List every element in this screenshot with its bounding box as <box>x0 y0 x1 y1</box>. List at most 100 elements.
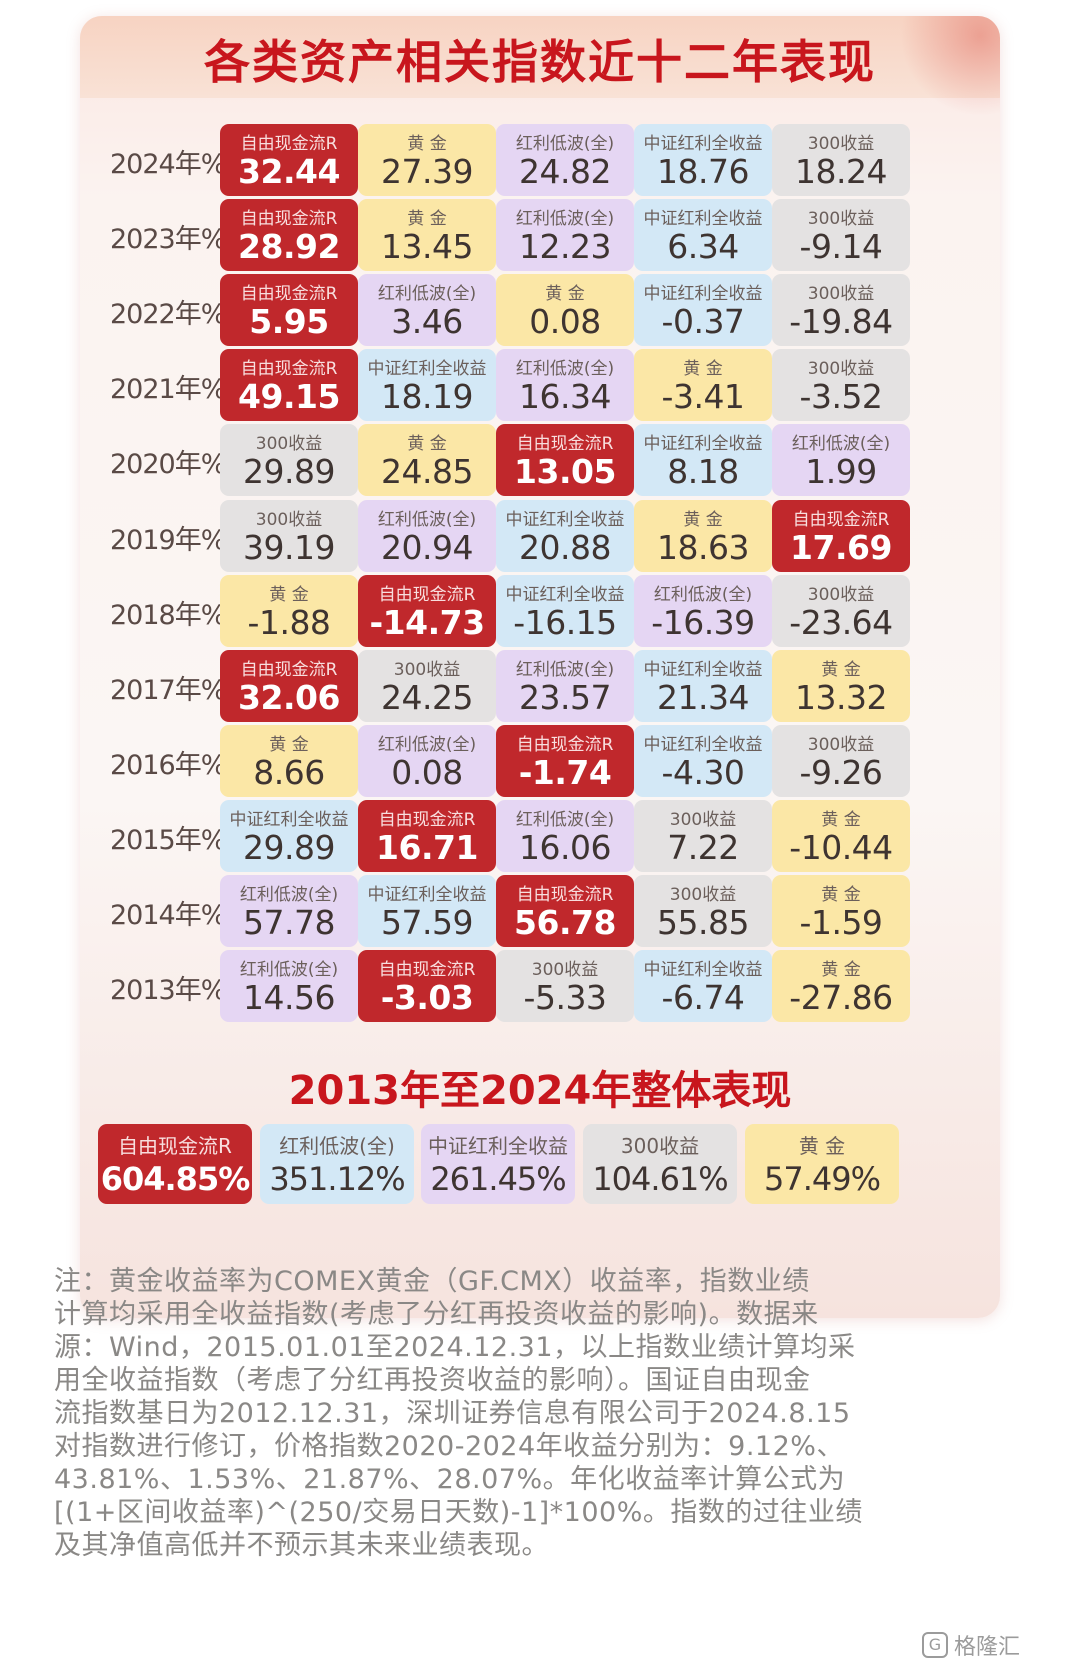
asset-cell: 300收益 -9.14 <box>772 199 910 272</box>
asset-return: 57.59 <box>381 903 473 942</box>
page-title: 各类资产相关指数近十二年表现 <box>204 35 876 89</box>
asset-cell: 300收益 -9.26 <box>772 724 910 797</box>
asset-cell: 黄 金 13.45 <box>358 199 496 272</box>
asset-name: 300收益 <box>807 359 875 380</box>
asset-name: 红利低波(全) <box>515 209 615 230</box>
watermark: G 格隆汇 <box>921 1629 1020 1661</box>
asset-name: 黄 金 <box>821 960 861 981</box>
asset-return: 28.92 <box>238 227 340 267</box>
year-label: 2024年% <box>110 149 226 180</box>
asset-name: 300收益 <box>669 885 737 905</box>
asset-cell: 中证红利全收益 57.59 <box>358 875 496 947</box>
asset-name: 红利低波(全) <box>377 284 477 305</box>
asset-return: -23.64 <box>789 602 893 642</box>
asset-cell: 自由现金流R 56.78 <box>496 875 634 947</box>
asset-return: -16.39 <box>651 602 755 642</box>
asset-return: 8.18 <box>667 452 739 492</box>
footnote-line: 计算均采用全收益指数(考虑了分红再投资收益的影响)。数据来 <box>54 1299 819 1330</box>
asset-cell: 红利低波(全) 57.78 <box>220 875 358 947</box>
year-label: 2015年% <box>110 824 226 856</box>
asset-cell: 中证红利全收益 -4.30 <box>634 724 772 797</box>
asset-return: 24.25 <box>381 677 473 717</box>
asset-return: 32.44 <box>238 152 340 191</box>
asset-cell: 中证红利全收益 18.19 <box>358 349 496 422</box>
asset-cell: 中证红利全收益 20.88 <box>496 499 634 572</box>
asset-name: 自由现金流R <box>516 734 614 755</box>
asset-return: 13.05 <box>514 452 616 492</box>
asset-name: 自由现金流R <box>240 659 338 680</box>
asset-return: -10.44 <box>789 827 893 867</box>
asset-return: 27.39 <box>381 152 473 191</box>
year-row: 2019年% 300收益 39.19 红利低波(全) 20.94 中证红利全收益 20.88… <box>80 499 1000 574</box>
year-label: 2020年% <box>110 449 226 481</box>
asset-cell: 300收益 -19.84 <box>772 274 910 347</box>
asset-cell: 红利低波(全) 1.99 <box>772 424 910 497</box>
asset-cell: 黄 金 27.39 <box>358 124 496 196</box>
footnote-line: 及其净值高低并不预示其未来业绩表现。 <box>54 1530 549 1561</box>
asset-name: 黄 金 <box>683 359 723 380</box>
asset-cell: 自由现金流R -3.03 <box>358 950 496 1023</box>
asset-name: 自由现金流R <box>240 134 338 154</box>
year-label: 2017年% <box>110 674 226 706</box>
asset-name: 自由现金流R <box>792 509 890 530</box>
asset-cell: 红利低波(全) -16.39 <box>634 574 772 647</box>
asset-return: 29.89 <box>243 827 335 867</box>
asset-name: 中证红利全收益 <box>643 734 763 755</box>
asset-name: 黄 金 <box>821 659 861 680</box>
asset-cell: 黄 金 8.66 <box>220 724 358 797</box>
year-label: 2019年% <box>110 524 226 556</box>
asset-cell: 300收益 -5.33 <box>496 950 634 1023</box>
asset-name: 红利低波(全) <box>791 434 891 455</box>
asset-name: 300收益 <box>807 584 875 605</box>
asset-cell: 自由现金流R 32.06 <box>220 649 358 722</box>
asset-name: 自由现金流R <box>516 885 614 905</box>
asset-name: 黄 金 <box>269 584 309 605</box>
footnote-line: 43.81%、1.53%、21.87%、28.07%。年化收益率计算公式为 <box>54 1464 846 1495</box>
asset-cell: 300收益 29.89 <box>220 424 358 497</box>
asset-return: 16.06 <box>519 827 611 867</box>
asset-return: 55.85 <box>657 903 749 942</box>
asset-return: 6.34 <box>667 227 739 267</box>
asset-cell: 中证红利全收益 29.89 <box>220 799 358 872</box>
year-label: 2013年% <box>110 975 226 1007</box>
asset-name: 黄 金 <box>545 284 585 305</box>
asset-return: 1.99 <box>805 452 877 492</box>
asset-cell: 300收益 -3.52 <box>772 349 910 422</box>
asset-cell: 300收益 -23.64 <box>772 574 910 647</box>
asset-cell: 自由现金流R 16.71 <box>358 799 496 872</box>
asset-cell: 红利低波(全) 20.94 <box>358 499 496 572</box>
asset-name: 中证红利全收益 <box>643 134 763 154</box>
overall-title: 2013年至2024年整体表现 <box>288 1068 792 1114</box>
year-row: 2014年% 红利低波(全) 57.78 中证红利全收益 57.59 自由现金流R 56.7… <box>80 875 1000 949</box>
year-row: 2015年% 中证红利全收益 29.89 自由现金流R 16.71 红利低波(全) 16.0… <box>80 799 1000 874</box>
asset-cell: 红利低波(全) 23.57 <box>496 649 634 722</box>
year-label: 2021年% <box>110 374 226 406</box>
asset-cell: 自由现金流R 49.15 <box>220 349 358 422</box>
asset-return: -6.74 <box>661 978 745 1018</box>
asset-cell: 中证红利全收益 18.76 <box>634 124 772 196</box>
asset-name: 中证红利全收益 <box>428 1134 568 1158</box>
asset-cell: 自由现金流R -14.73 <box>358 574 496 647</box>
year-label: 2018年% <box>110 599 226 631</box>
asset-name: 红利低波(全) <box>239 960 339 981</box>
asset-name: 中证红利全收益 <box>505 584 625 605</box>
asset-name: 红利低波(全) <box>653 584 753 605</box>
year-row: 2016年% 黄 金 8.66 红利低波(全) 0.08 自由现金流R -1.74 中证红利全… <box>80 724 1000 799</box>
asset-name: 自由现金流R <box>118 1134 232 1158</box>
footnote-line: [(1+区间收益率)^(250/交易日天数)-1]*100%。指数的过往业绩 <box>54 1497 863 1528</box>
asset-return: -5.33 <box>523 978 607 1018</box>
year-row: 2023年% 自由现金流R 28.92 黄 金 13.45 红利低波(全) 12.23 中证红… <box>80 199 1000 273</box>
gelonghui-logo-icon: G <box>921 1632 948 1658</box>
asset-name: 自由现金流R <box>240 209 338 230</box>
asset-name: 黄 金 <box>269 734 309 755</box>
overall-return: 104.61% <box>592 1160 728 1198</box>
asset-cell: 黄 金 -1.59 <box>772 875 910 947</box>
asset-name: 中证红利全收益 <box>643 659 763 680</box>
asset-cell: 中证红利全收益 21.34 <box>634 649 772 722</box>
asset-name: 红利低波(全) <box>279 1134 395 1158</box>
year-row: 2017年% 自由现金流R 32.06 300收益 24.25 红利低波(全) 23.57 中… <box>80 649 1000 724</box>
asset-return: 23.57 <box>519 677 611 717</box>
asset-return: 0.08 <box>391 752 463 792</box>
asset-return: 0.08 <box>529 302 601 342</box>
asset-cell: 黄 金 13.32 <box>772 649 910 722</box>
